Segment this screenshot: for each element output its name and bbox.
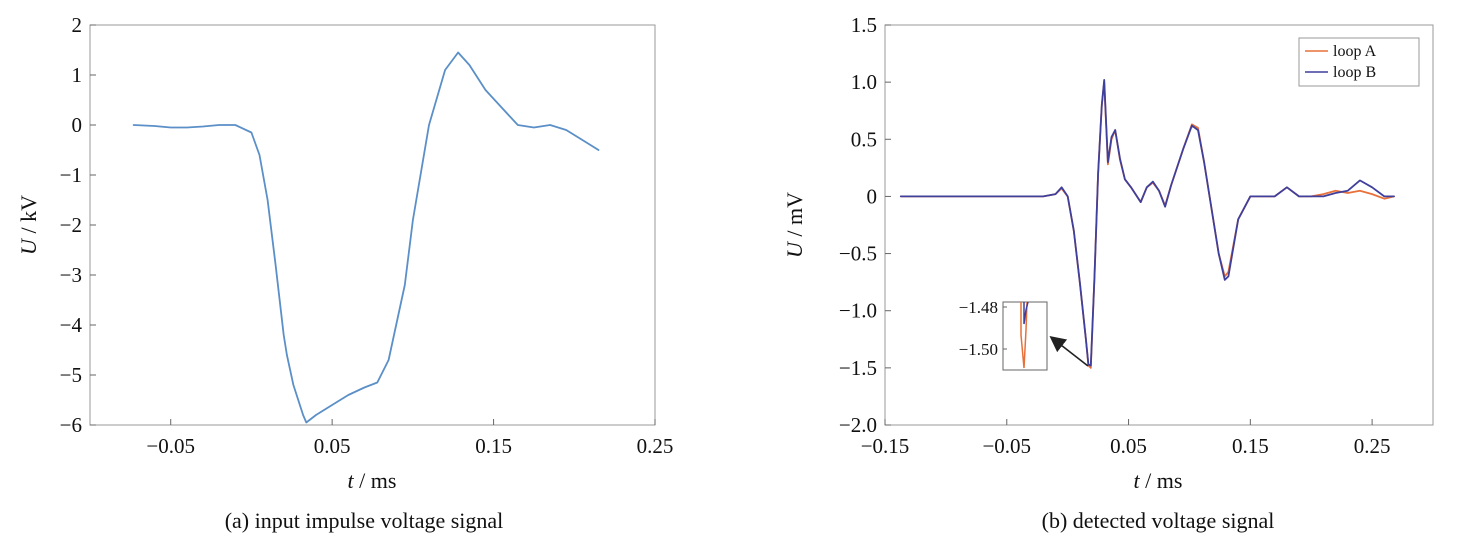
chart-a-xtick-label: 0.25 [637,434,674,458]
chart-a-y-axis-var: U [16,237,41,255]
chart-a-xtick-label: −0.05 [146,434,195,458]
chart-b-inset-arrow [1049,336,1089,367]
chart-a-series [132,51,600,424]
chart-b-ytick-label: 0.5 [851,127,877,151]
chart-b-y-axis-label: U / mV [782,192,807,258]
chart-b-y-axis-unit: / mV [782,192,807,242]
chart-b-xtick-label: 0.05 [1110,434,1147,458]
chart-a-ytick-label: 0 [72,113,83,137]
chart-b-legend: loop A loop B [1298,37,1420,87]
chart-b-x-axis-var: t [1134,468,1141,493]
chart-b-legend-label-loop-b: loop B [1333,64,1376,81]
chart-a-ytick-label: −5 [60,363,82,387]
chart-b-x-ticks: −0.15 −0.05 0.05 0.15 0.25 [861,419,1391,458]
chart-b-inset-ytick-label-2: −1.50 [959,340,998,359]
chart-b-ytick-label: 0 [867,184,878,208]
chart-a-ytick-label: −1 [60,163,82,187]
chart-b-ytick-label: 1.5 [851,13,877,37]
chart-b: −0.15 −0.05 0.05 0.15 0.25 −2.0 −1.5 −1.0 −0.5 0… [782,13,1434,533]
chart-a-ytick-label: −4 [60,313,83,337]
chart-a-y-axis-label: U / kV [16,195,41,255]
chart-b-ytick-label: −2.0 [839,413,877,437]
chart-a-ytick-label: 1 [72,63,83,87]
chart-b-xtick-label: 0.15 [1232,434,1269,458]
chart-a-ytick-label: 2 [72,13,83,37]
chart-b-xtick-label: −0.05 [982,434,1031,458]
chart-b-ytick-label: −1.5 [839,356,877,380]
chart-a-y-axis-unit: / kV [16,195,41,239]
chart-a-x-axis-label: t / ms [348,468,397,493]
chart-b-xtick-label: −0.15 [861,434,910,458]
chart-a-plot-frame [89,24,656,426]
chart-b-inset-line-loop-b [1023,301,1029,325]
chart-b-line-loop-b [899,79,1395,367]
chart-b-y-ticks: −2.0 −1.5 −1.0 −0.5 0 0.5 1.0 1.5 [839,13,891,437]
chart-b-xtick-label: 0.25 [1354,434,1391,458]
chart-a-x-axis-unit: / ms [354,468,397,493]
chart-b-line-loop-a [899,81,1395,369]
chart-b-ytick-label: −1.0 [839,299,877,323]
chart-a-y-ticks: −6 −5 −4 −3 −2 −1 0 1 2 [60,13,96,437]
chart-a-line-series-0 [132,51,600,424]
chart-b-inset-ytick-label-1: −1.48 [959,298,998,317]
chart-b-caption: (b) detected voltage signal [1042,508,1275,533]
chart-b-plot-frame [884,24,1434,426]
chart-b-y-axis-var: U [782,240,807,258]
chart-a-x-ticks: −0.05 0.05 0.15 0.25 [146,419,673,458]
chart-b-x-axis-label: t / ms [1134,468,1183,493]
chart-a: −0.05 0.05 0.15 0.25 −6 −5 −4 −3 −2 −1 0 1 2 t / ms… [16,13,673,533]
chart-a-xtick-label: 0.05 [314,434,351,458]
chart-a-ytick-label: −3 [60,263,82,287]
chart-a-x-axis-var: t [348,468,355,493]
chart-b-series [899,79,1395,369]
chart-b-inset-line-loop-a [1020,301,1028,369]
chart-b-legend-box [1298,37,1420,87]
chart-a-ytick-label: −2 [60,213,82,237]
chart-a-ytick-label: −6 [60,413,82,437]
chart-b-x-axis-unit: / ms [1140,468,1183,493]
chart-b-legend-label-loop-a: loop A [1333,43,1377,60]
chart-b-inset: −1.48 −1.50 [959,298,1089,371]
chart-a-xtick-label: 0.15 [475,434,512,458]
chart-a-caption: (a) input impulse voltage signal [225,508,504,533]
chart-b-ytick-label: 1.0 [851,70,877,94]
chart-b-ytick-label: −0.5 [839,242,877,266]
